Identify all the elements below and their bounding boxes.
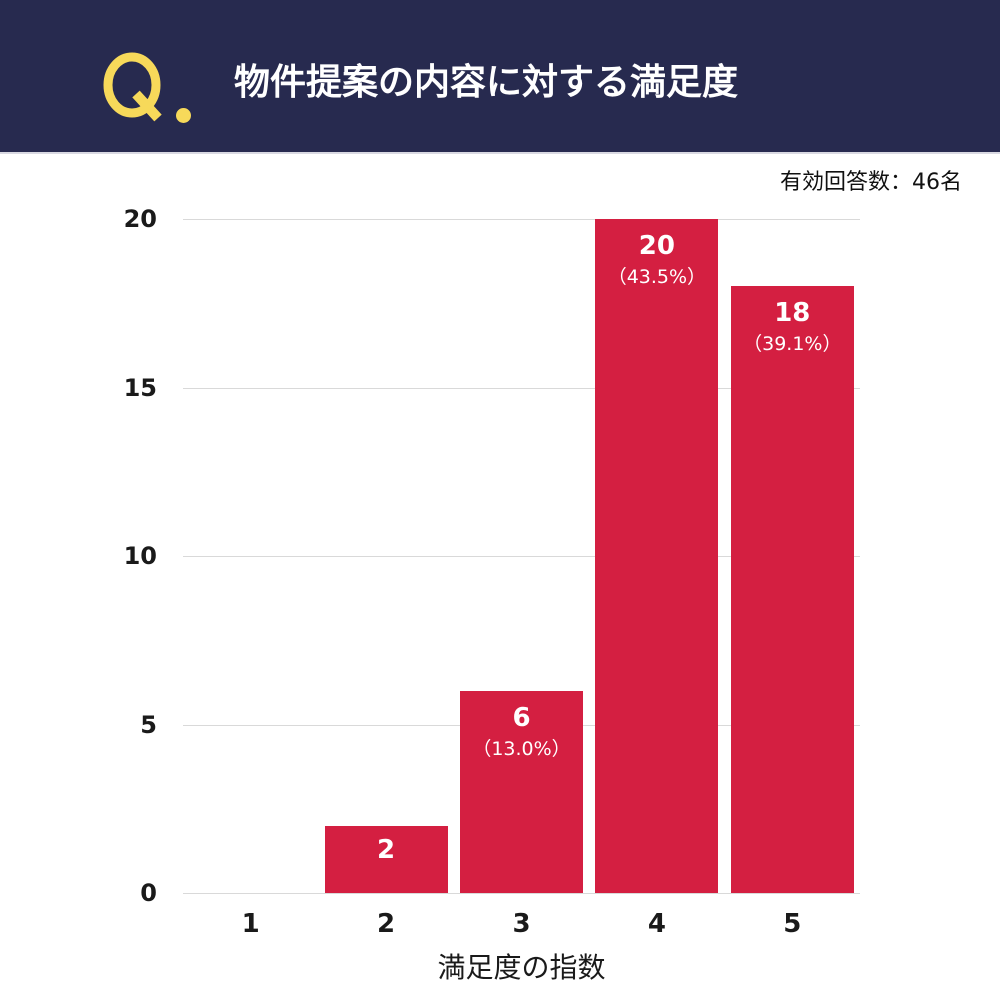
x-axis-label: 満足度の指数: [437, 951, 606, 984]
chart-title: 物件提案の内容に対する満足度: [234, 62, 739, 103]
bar-value-label: 20: [638, 231, 675, 261]
x-tick-label: 5: [783, 909, 802, 939]
x-tick-label: 4: [647, 909, 666, 939]
y-tick-label: 0: [140, 879, 157, 907]
x-tick-label: 2: [377, 909, 396, 939]
bar-value-label: 18: [774, 298, 811, 329]
respondent-count: 有効回答数：46名: [780, 170, 962, 195]
y-tick-label: 10: [123, 542, 157, 570]
q-dot-icon: [176, 108, 191, 123]
y-tick-label: 5: [140, 710, 157, 739]
bar-5: 18 （39.1%）: [730, 286, 854, 893]
gridline: [183, 219, 860, 220]
plot-area: 2 6 （13.0%） 20 （43.5%） 18 （39.1%）: [183, 219, 860, 894]
y-tick-label: 20: [123, 205, 157, 233]
header-banner: 物件提案の内容に対する満足度: [0, 0, 1000, 154]
y-tick-label: 15: [123, 373, 157, 402]
x-tick-label: 1: [241, 909, 260, 939]
bar-value-label: 2: [377, 834, 396, 865]
bar-percent-label: （13.0%）: [472, 737, 571, 760]
bar-2: 2: [324, 825, 448, 893]
bar-4: 20 （43.5%）: [595, 219, 719, 893]
x-tick-label: 3: [512, 909, 531, 939]
bar-3: 6 （13.0%）: [460, 690, 583, 893]
bar-value-label: 6: [512, 702, 531, 733]
q-icon: [103, 52, 162, 122]
gridline: [183, 893, 860, 894]
bar-percent-label: （39.1%）: [743, 333, 842, 356]
bar-percent-label: （43.5%）: [607, 266, 707, 288]
gridline: [183, 387, 860, 389]
gridline: [183, 556, 860, 557]
